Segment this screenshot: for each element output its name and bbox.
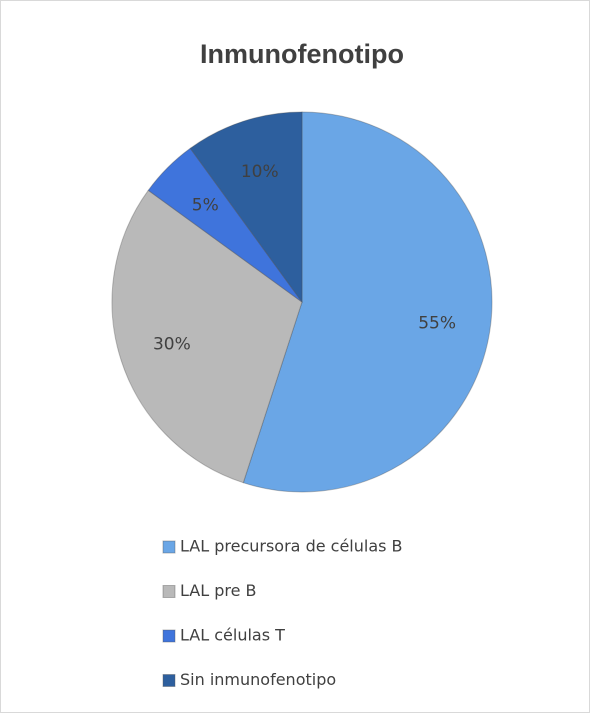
pie-slice	[242, 111, 493, 493]
legend-label: LAL pre B	[180, 581, 257, 600]
chart-title: Inmunofenotipo	[200, 39, 404, 69]
data-label: 55%	[418, 313, 456, 333]
legend-swatch	[162, 674, 176, 687]
legend-label: Sin inmunofenotipo	[180, 670, 336, 689]
pie-slice	[189, 111, 303, 304]
legend-label: LAL precursora de células B	[180, 537, 403, 556]
data-label: 10%	[241, 162, 279, 182]
pie-slice	[147, 147, 303, 303]
pie-slice	[111, 189, 303, 484]
legend-swatch	[162, 585, 176, 598]
legend-label: LAL células T	[180, 626, 285, 645]
data-label: 5%	[192, 195, 219, 215]
legend-swatch	[162, 629, 176, 643]
data-label: 30%	[153, 334, 191, 354]
legend-swatch	[162, 540, 176, 554]
